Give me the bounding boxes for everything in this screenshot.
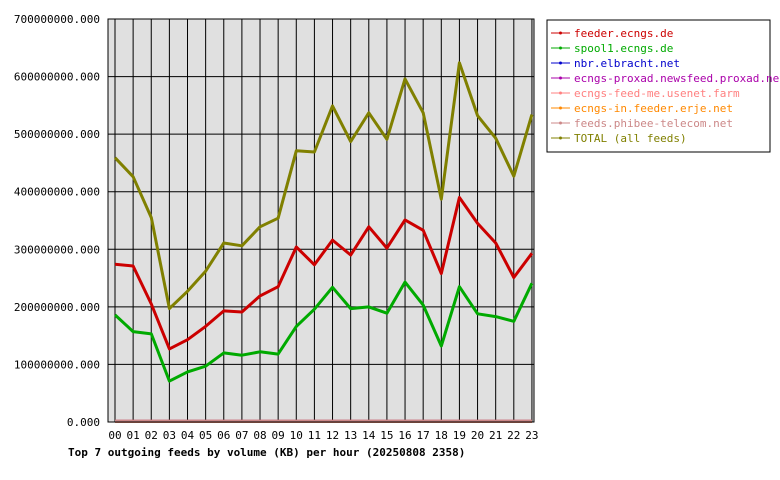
legend-label: TOTAL (all feeds) — [574, 132, 687, 145]
x-tick-label: 19 — [453, 429, 466, 442]
chart-title: Top 7 outgoing feeds by volume (KB) per … — [68, 446, 465, 459]
x-tick-label: 11 — [308, 429, 321, 442]
legend-label: ecngs-in.feeder.erje.net — [574, 102, 733, 115]
legend-box — [546, 19, 771, 153]
legend-marker — [559, 121, 562, 125]
x-tick-label: 07 — [235, 429, 248, 442]
legend-marker — [559, 61, 562, 65]
y-tick-label: 300000000.000 — [14, 243, 100, 256]
x-tick-label: 12 — [326, 429, 339, 442]
legend-marker — [559, 46, 562, 50]
x-tick-label: 17 — [417, 429, 430, 442]
x-tick-label: 03 — [163, 429, 176, 442]
legend: feeder.ecngs.de spool1.ecngs.de nbr.elbrac… — [546, 19, 780, 153]
legend-marker — [559, 106, 562, 110]
plot-frame — [107, 18, 535, 423]
legend-label: spool1.ecngs.de — [574, 42, 673, 55]
y-tick-label: 700000000.000 — [14, 13, 100, 26]
y-axis-ticks: 0.000 100000000.000 200000000.000 300000000… — [14, 13, 100, 429]
legend-label: nbr.elbracht.net — [574, 57, 680, 70]
legend-label: ecngs-proxad.newsfeed.proxad.net — [574, 72, 780, 85]
y-tick-label: 100000000.000 — [14, 358, 100, 371]
legend-marker — [559, 91, 562, 95]
x-tick-label: 13 — [344, 429, 357, 442]
series-line — [114, 196, 534, 351]
legend-label: feeder.ecngs.de — [574, 27, 673, 40]
x-tick-label: 02 — [145, 429, 158, 442]
series-line — [113, 61, 534, 311]
y-tick-label: 400000000.000 — [14, 186, 100, 199]
legend-marker — [559, 136, 562, 140]
x-tick-label: 23 — [525, 429, 538, 442]
y-tick-label: 500000000.000 — [14, 128, 100, 141]
y-tick-label: 0.000 — [67, 416, 100, 429]
x-tick-label: 08 — [253, 429, 266, 442]
legend-marker — [559, 76, 562, 80]
x-tick-label: 14 — [362, 429, 376, 442]
legend-marker — [559, 31, 562, 35]
x-tick-label: 09 — [272, 429, 285, 442]
legend-label: feeds.phibee-telecom.net — [574, 117, 733, 130]
x-tick-label: 04 — [181, 429, 195, 442]
x-tick-label: 00 — [108, 429, 121, 442]
series-lines — [113, 61, 534, 423]
x-tick-label: 05 — [199, 429, 212, 442]
x-tick-label: 06 — [217, 429, 230, 442]
x-axis-ticks: 00 01 02 03 04 05 06 07 08 09 10 11 12 13 14 15 16 17 18 19… — [108, 429, 538, 442]
x-tick-label: 18 — [435, 429, 448, 442]
x-tick-label: 16 — [398, 429, 411, 442]
y-tick-label: 600000000.000 — [14, 71, 100, 84]
x-tick-label: 21 — [489, 429, 502, 442]
x-tick-label: 01 — [127, 429, 140, 442]
series-line — [113, 280, 534, 383]
legend-label: ecngs-feed-me.usenet.farm — [574, 87, 740, 100]
x-tick-label: 20 — [471, 429, 484, 442]
y-tick-label: 200000000.000 — [14, 301, 100, 314]
plot-background — [108, 19, 534, 422]
x-tick-label: 10 — [290, 429, 303, 442]
x-tick-label: 15 — [380, 429, 393, 442]
x-tick-label: 22 — [507, 429, 520, 442]
